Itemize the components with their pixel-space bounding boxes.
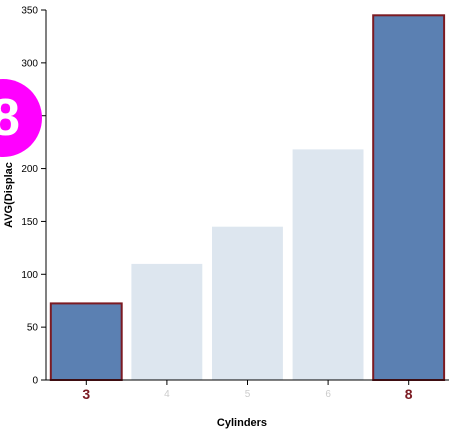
y-tick-label-150: 150 xyxy=(21,217,38,228)
x-tick-label-3: 3 xyxy=(82,386,90,402)
bar-3[interactable] xyxy=(49,302,123,381)
x-axis: 3 4 5 6 8 xyxy=(46,379,449,402)
bar-6[interactable] xyxy=(292,149,364,380)
badge-label: 8 xyxy=(0,89,20,147)
x-axis-title: Cylinders xyxy=(217,417,267,429)
y-axis-title: AVG(Displac xyxy=(3,162,15,228)
bar-8[interactable] xyxy=(372,14,446,382)
y-tick-label-50: 50 xyxy=(27,323,39,334)
bars-group xyxy=(49,14,446,382)
bar-5[interactable] xyxy=(212,226,283,380)
y-tick-label-200: 200 xyxy=(21,164,38,175)
y-tick-label-0: 0 xyxy=(32,376,38,387)
y-tick-label-350: 350 xyxy=(21,6,38,17)
y-tick-label-300: 300 xyxy=(21,58,38,69)
x-tick-label-4: 4 xyxy=(164,389,170,400)
x-tick-label-8: 8 xyxy=(405,386,413,402)
y-tick-label-100: 100 xyxy=(21,270,38,281)
bar-4[interactable] xyxy=(131,263,203,380)
x-tick-label-5: 5 xyxy=(245,389,251,400)
x-tick-label-6: 6 xyxy=(325,389,331,400)
y-axis: 050100150200250300350 xyxy=(21,6,47,387)
